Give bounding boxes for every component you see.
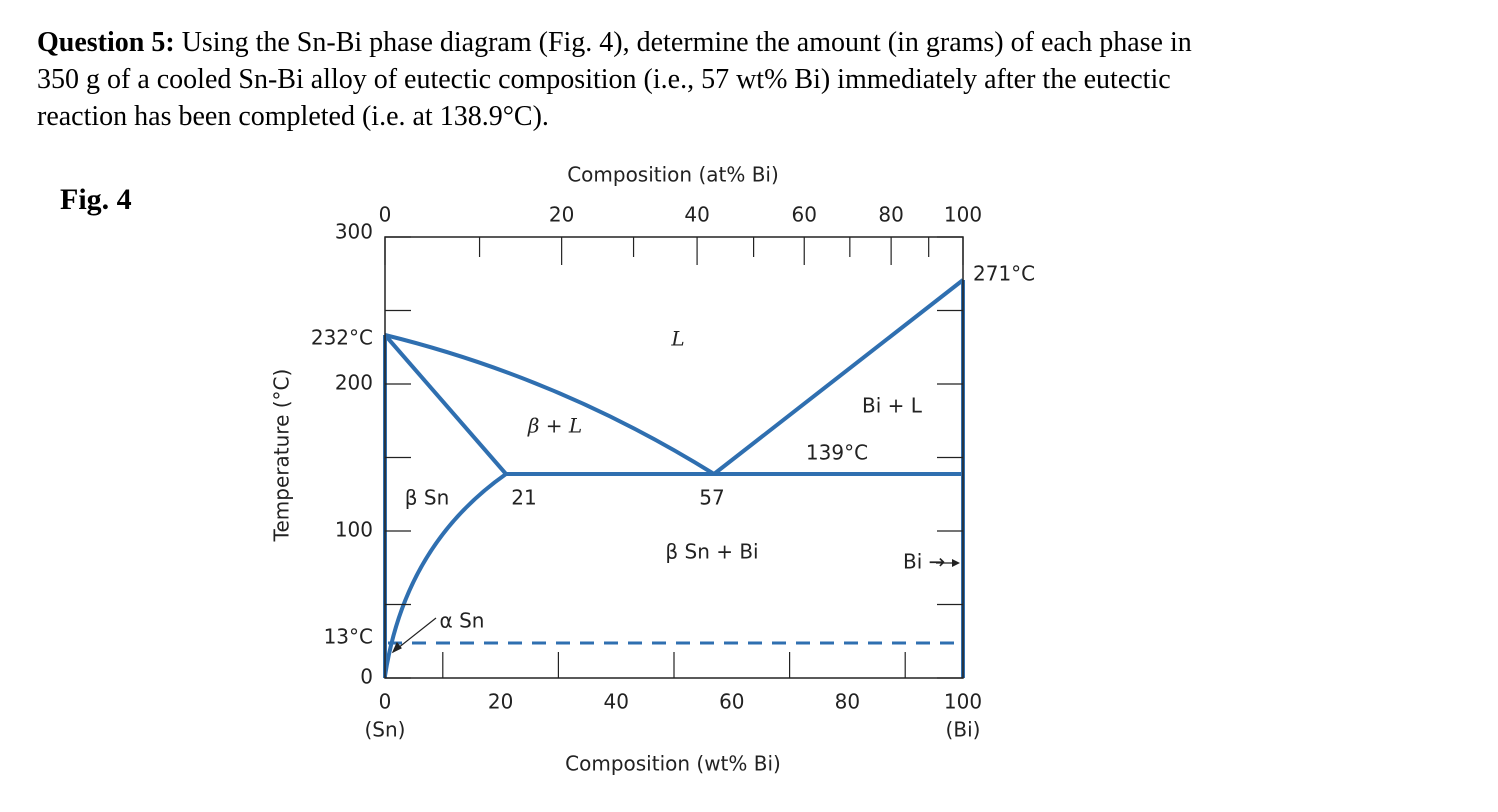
- top-tick-label: 80: [878, 203, 903, 227]
- question-label: Question 5:: [37, 27, 175, 58]
- temperature-marker: 13°C: [324, 625, 373, 649]
- top-tick-label: 40: [684, 203, 709, 227]
- region-label: L: [670, 327, 684, 351]
- x-tick-label: 20: [488, 690, 513, 714]
- question-line: Question 5: Using the Sn-Bi phase diagra…: [37, 24, 1192, 61]
- temperature-marker: 232°C: [311, 326, 373, 350]
- y-tick-label: 100: [335, 518, 373, 542]
- region-label: Bi →: [903, 550, 945, 574]
- bi-liquidus: [712, 278, 965, 476]
- top-tick-label: 100: [944, 203, 982, 227]
- composition-label: 21: [511, 486, 536, 510]
- y-tick-label: 0: [360, 665, 373, 689]
- x-tick-label: 40: [603, 690, 628, 714]
- region-label: β Sn: [405, 486, 450, 510]
- liquidus: [384, 333, 716, 476]
- top-tick-label: 60: [792, 203, 817, 227]
- y-axis-title: Temperature (°C): [270, 369, 294, 543]
- region-label: β Sn + Bi: [665, 540, 758, 564]
- end-label: (Bi): [946, 718, 981, 742]
- end-label: (Sn): [365, 718, 406, 742]
- x-tick-label: 100: [944, 690, 982, 714]
- bottom-axis-title: Composition (wt% Bi): [565, 752, 781, 776]
- region-label: β + L: [527, 414, 582, 438]
- y-tick-label: 300: [335, 220, 373, 244]
- region-label: α Sn: [440, 609, 485, 633]
- y-tick-label: 200: [335, 371, 373, 395]
- arrows: [391, 617, 437, 654]
- x-tick-label: 0: [379, 690, 392, 714]
- top-tick-label: 20: [549, 203, 574, 227]
- arrow-head: [952, 559, 960, 567]
- arrow-head: [391, 641, 402, 654]
- temperature-label: 271°C: [973, 262, 1035, 286]
- question: Question 5: Using the Sn-Bi phase diagra…: [37, 24, 1192, 135]
- solidus: [383, 333, 508, 476]
- question-line: reaction has been completed (i.e. at 138…: [37, 101, 549, 132]
- composition-label: 57: [699, 486, 724, 510]
- x-tick-label: 60: [719, 690, 744, 714]
- region-label: Bi + L: [862, 394, 923, 418]
- question-line: 350 g of a cooled Sn-Bi alloy of eutecti…: [37, 64, 1171, 95]
- figure-label: Fig. 4: [60, 183, 132, 216]
- top-axis-title: Composition (at% Bi): [567, 163, 779, 187]
- top-tick-label: 0: [379, 203, 392, 227]
- temperature-label: 139°C: [806, 441, 868, 465]
- x-tick-label: 80: [835, 690, 860, 714]
- question-text: Using the Sn-Bi phase diagram (Fig. 4), …: [181, 27, 1192, 58]
